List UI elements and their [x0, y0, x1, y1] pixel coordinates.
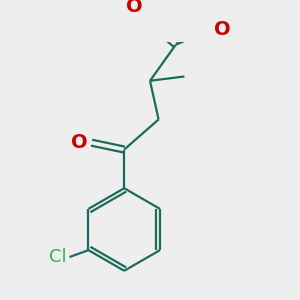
Text: Cl: Cl	[50, 248, 67, 266]
Text: O: O	[214, 20, 231, 39]
Text: O: O	[127, 0, 143, 16]
Text: O: O	[70, 133, 87, 152]
